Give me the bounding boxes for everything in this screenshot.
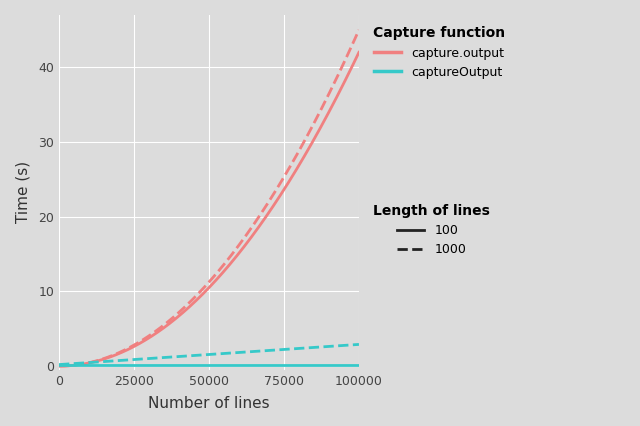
Y-axis label: Time (s): Time (s) bbox=[15, 161, 30, 224]
X-axis label: Number of lines: Number of lines bbox=[148, 396, 270, 411]
Legend: 100, 1000: 100, 1000 bbox=[368, 199, 495, 261]
